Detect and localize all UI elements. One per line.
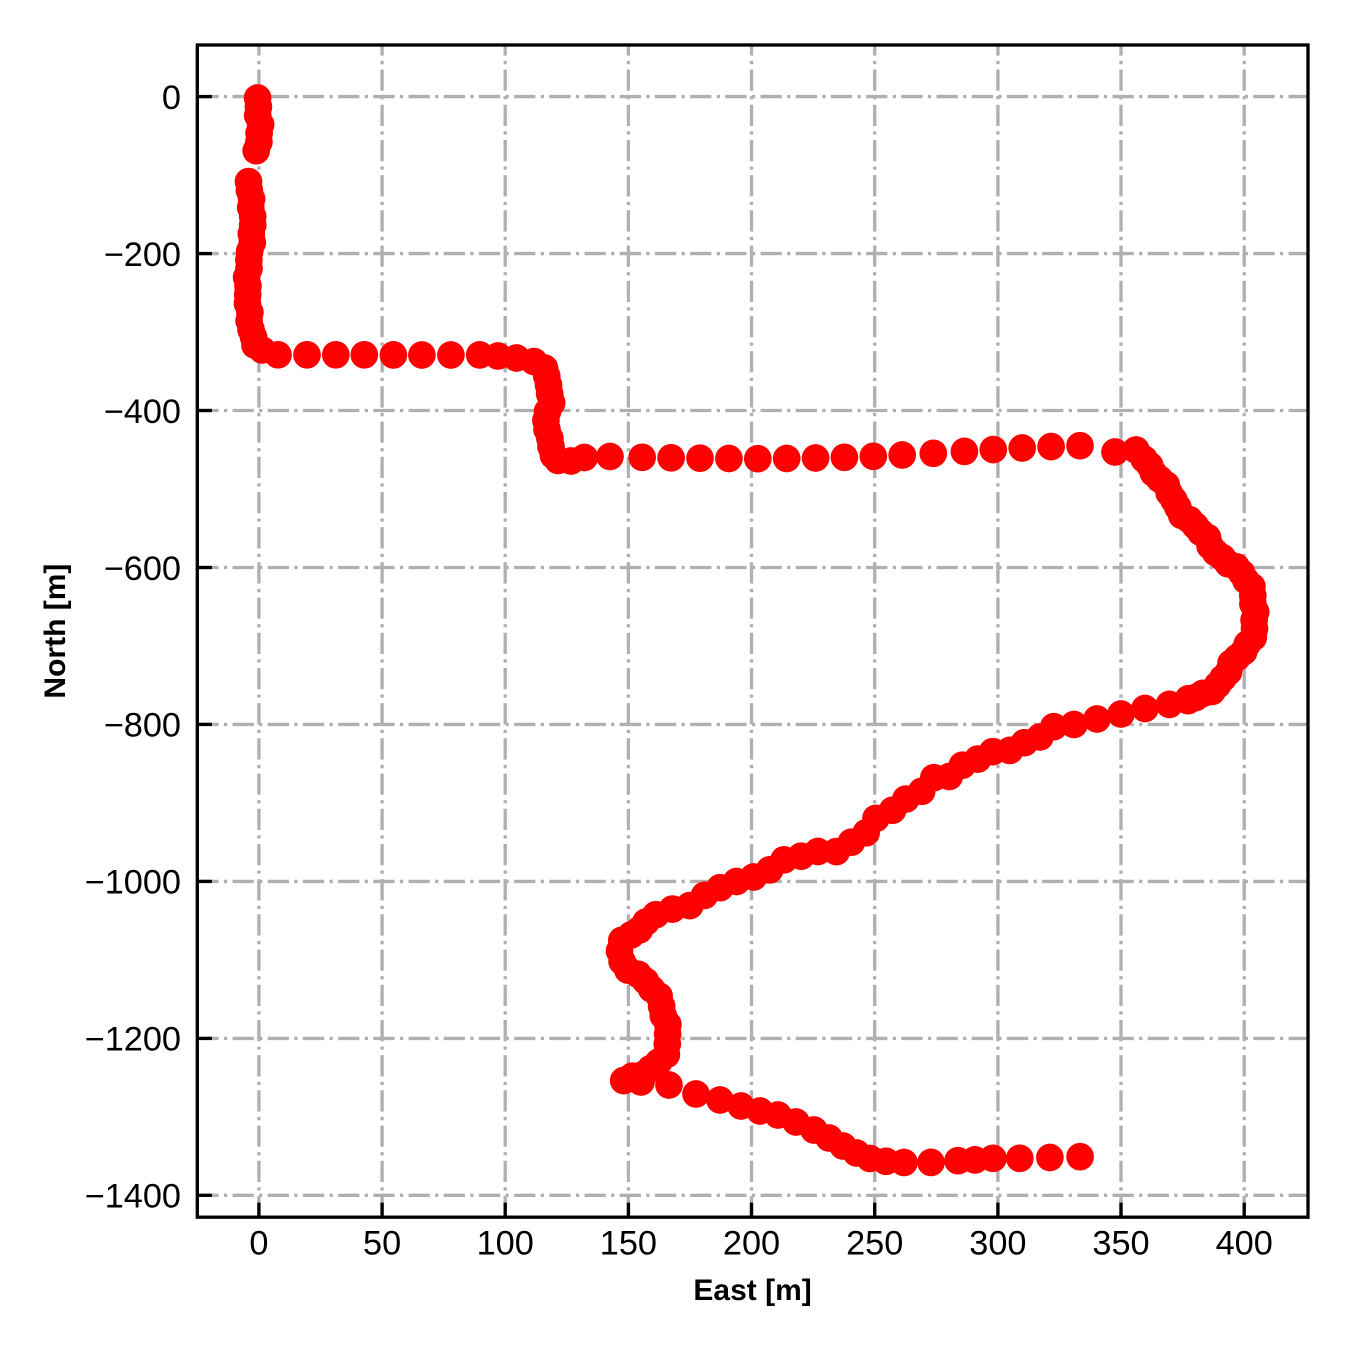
svg-text:250: 250 [846, 1225, 903, 1263]
svg-text:350: 350 [1092, 1225, 1149, 1263]
svg-text:−200: −200 [104, 236, 181, 274]
svg-text:0: 0 [162, 79, 181, 117]
svg-text:200: 200 [723, 1225, 780, 1263]
svg-text:−1000: −1000 [85, 864, 181, 902]
svg-text:100: 100 [477, 1225, 534, 1263]
svg-text:−400: −400 [104, 393, 181, 431]
svg-text:50: 50 [363, 1225, 401, 1263]
svg-text:−800: −800 [104, 707, 181, 745]
svg-text:−1400: −1400 [85, 1178, 181, 1216]
svg-text:150: 150 [600, 1225, 657, 1263]
svg-text:0: 0 [249, 1225, 268, 1263]
svg-text:400: 400 [1216, 1225, 1273, 1263]
svg-text:−600: −600 [104, 550, 181, 588]
svg-text:North [m]: North [m] [39, 564, 72, 699]
svg-text:East [m]: East [m] [693, 1274, 811, 1307]
svg-text:300: 300 [969, 1225, 1026, 1263]
svg-text:−1200: −1200 [85, 1021, 181, 1059]
